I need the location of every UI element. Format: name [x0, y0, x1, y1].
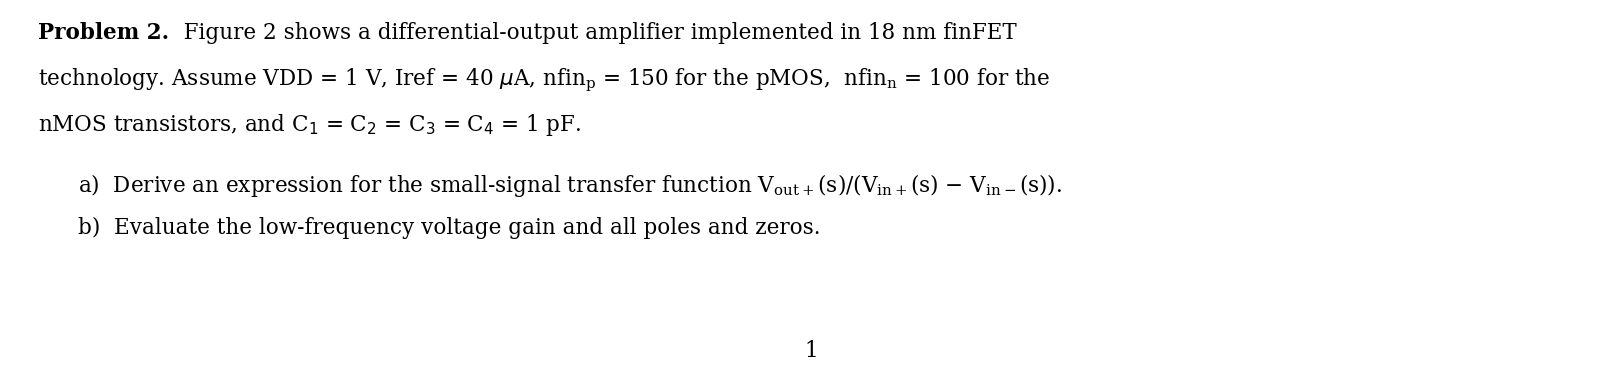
Text: a)  Derive an expression for the small-signal transfer function V$_\mathregular{: a) Derive an expression for the small-si… [78, 172, 1062, 199]
Text: Problem 2.: Problem 2. [37, 22, 169, 44]
Text: 1: 1 [805, 340, 817, 362]
Text: b)  Evaluate the low-frequency voltage gain and all poles and zeros.: b) Evaluate the low-frequency voltage ga… [78, 217, 821, 239]
Text: nMOS transistors, and C$_1$ = C$_2$ = C$_3$ = C$_4$ = 1 pF.: nMOS transistors, and C$_1$ = C$_2$ = C$… [37, 112, 581, 138]
Text: Figure 2 shows a differential-output amplifier implemented in 18 nm finFET: Figure 2 shows a differential-output amp… [170, 22, 1017, 44]
Text: technology. Assume VDD = 1 V, Iref = 40 $\mu$A, nfin$_\mathregular{p}$ = 150 for: technology. Assume VDD = 1 V, Iref = 40 … [37, 67, 1051, 94]
